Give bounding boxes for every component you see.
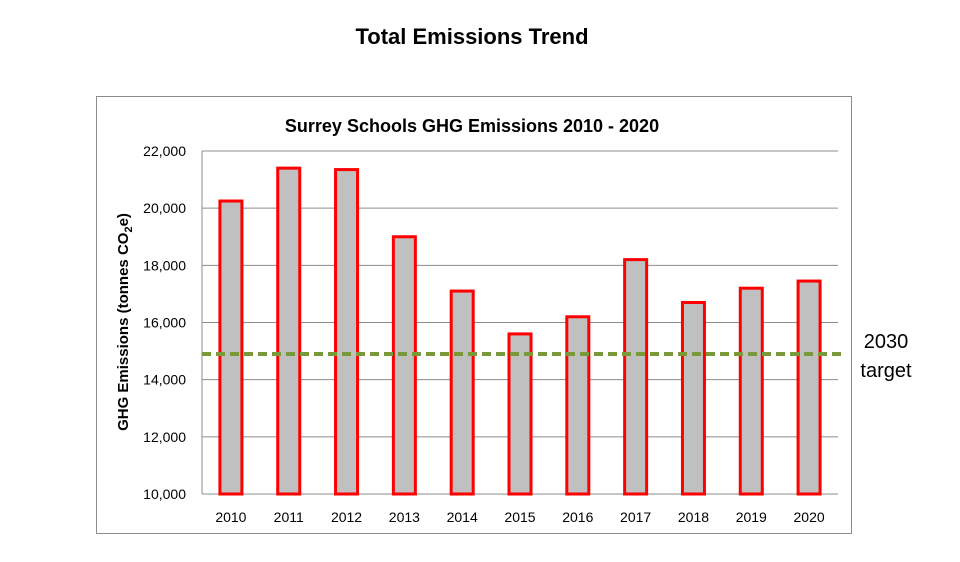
y-tick-label: 10,000 [143, 486, 186, 502]
y-axis-title: GHG Emissions (tonnes CO2e) [115, 213, 135, 431]
y-tick-labels: 10,000 12,000 14,000 16,000 18,000 20,000 22,0… [143, 143, 186, 502]
gridlines [201, 150, 838, 495]
bar-2011 [276, 166, 302, 496]
x-tick-label: 2010 [215, 509, 246, 525]
x-tick-label: 2017 [620, 509, 651, 525]
y-axis-title-end: e) [115, 213, 132, 226]
x-tick-label: 2011 [274, 509, 304, 525]
x-tick-label: 2016 [562, 509, 593, 525]
bar-2014 [449, 289, 475, 496]
x-tick-labels: 2010 2011 2012 2013 2014 2015 2016 2017 2018 2019… [215, 509, 825, 525]
bar-2015 [507, 332, 533, 496]
bar-2018 [680, 300, 706, 496]
target-label-line1: 2030 [864, 331, 909, 353]
x-tick-label: 2012 [331, 509, 362, 525]
chart-title: Surrey Schools GHG Emissions 2010 - 2020 [285, 116, 659, 136]
x-tick-label: 2020 [794, 509, 825, 525]
y-axis-title-subscript: 2 [123, 226, 135, 232]
bar-2017 [623, 258, 649, 496]
y-tick-label: 14,000 [143, 372, 186, 388]
chart-frame [96, 96, 852, 534]
y-tick-label: 16,000 [143, 315, 186, 331]
y-tick-label: 20,000 [143, 200, 186, 216]
bar-2016 [565, 315, 591, 496]
y-axis-title-main: GHG Emissions (tonnes CO [115, 232, 132, 431]
bar-2012 [334, 168, 360, 496]
bar-2010 [218, 199, 244, 496]
bars [218, 166, 822, 496]
x-tick-label: 2013 [389, 509, 420, 525]
target-label-line2: target [860, 360, 912, 382]
x-tick-label: 2014 [447, 509, 478, 525]
bar-2020 [796, 279, 822, 496]
y-tick-label: 18,000 [143, 257, 186, 273]
y-tick-label: 22,000 [143, 143, 186, 159]
x-tick-label: 2018 [678, 509, 709, 525]
y-tick-label: 12,000 [143, 429, 186, 445]
x-tick-label: 2019 [736, 509, 767, 525]
x-tick-label: 2015 [504, 509, 535, 525]
bar-2019 [738, 286, 764, 496]
page-title: Total Emissions Trend [355, 24, 589, 49]
bar-2013 [391, 235, 417, 496]
